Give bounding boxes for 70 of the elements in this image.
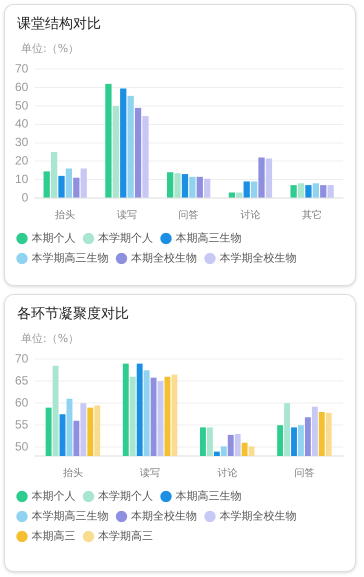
bar [73,178,80,198]
x-tick-label: 抬头 [62,466,83,479]
x-tick-label: 问答 [294,466,314,479]
bar [305,185,312,198]
bar [80,168,87,198]
bar [298,183,304,198]
x-tick-label: 抬头 [55,208,76,221]
bar [258,158,265,198]
bar [228,192,236,198]
x-tick-label: 讨论 [217,466,238,479]
bar [44,171,50,198]
bar [142,116,149,198]
y-tick-label: 0 [22,190,29,204]
bar [134,108,142,198]
bar [196,176,203,198]
y-axis-title: 单位:（%） [21,331,80,346]
legend-label: 本期高三生物 [176,231,242,244]
bar [66,168,72,198]
legend-label: 本学期全校生物 [220,251,296,264]
bar [320,185,326,198]
bar [250,181,258,198]
legend-label: 本期高三生物 [176,489,242,502]
x-tick-label: 讨论 [240,208,260,221]
bar [128,96,134,198]
y-tick-label: 60 [14,80,29,94]
x-tick-label: 问答 [178,208,199,221]
bar [266,158,272,198]
bar [182,174,188,198]
x-tick-label: 其它 [302,208,322,221]
y-tick-label: 65 [14,374,29,388]
y-tick-label: 20 [14,154,29,168]
bar [244,181,250,198]
y-tick-label: 60 [14,396,29,410]
y-tick-label: 55 [14,418,29,432]
bar [174,173,181,198]
y-tick-label: 70 [14,62,29,76]
bar [105,84,112,198]
chart-title: 课堂结构对比 [17,15,102,33]
y-tick-label: 50 [14,440,29,454]
bar [189,176,196,198]
bar [312,183,319,198]
bar [58,176,65,198]
legend-label: 本期个人 [32,489,76,502]
bar [328,185,334,198]
y-tick-label: 10 [14,172,29,186]
y-tick-label: 50 [14,98,29,112]
y-tick-label: 70 [14,352,29,366]
legend-label: 本学期个人 [98,489,153,502]
bar [50,152,58,198]
chart-title: 各环节凝聚度对比 [17,305,130,323]
y-axis-title: 单位:（%） [21,41,80,56]
bar [112,106,119,198]
legend-label: 本期高三 [32,529,76,542]
bar [167,172,174,198]
x-tick-label: 读写 [116,208,137,221]
bar [204,178,210,198]
x-tick-label: 读写 [140,466,160,479]
legend-label: 本学期高三生物 [32,509,108,522]
bar [120,88,126,198]
legend-label: 本期全校生物 [131,251,197,264]
legend-label: 本学期高三生物 [32,251,108,264]
legend-label: 本期全校生物 [131,509,197,522]
bar [290,185,297,198]
legend-label: 本学期全校生物 [220,509,296,522]
y-tick-label: 30 [14,135,29,150]
bar [236,192,242,198]
legend-label: 本学期高三 [98,529,153,542]
legend-label: 本期个人 [32,231,76,244]
legend-label: 本学期个人 [98,231,153,244]
y-tick-label: 40 [14,116,29,131]
